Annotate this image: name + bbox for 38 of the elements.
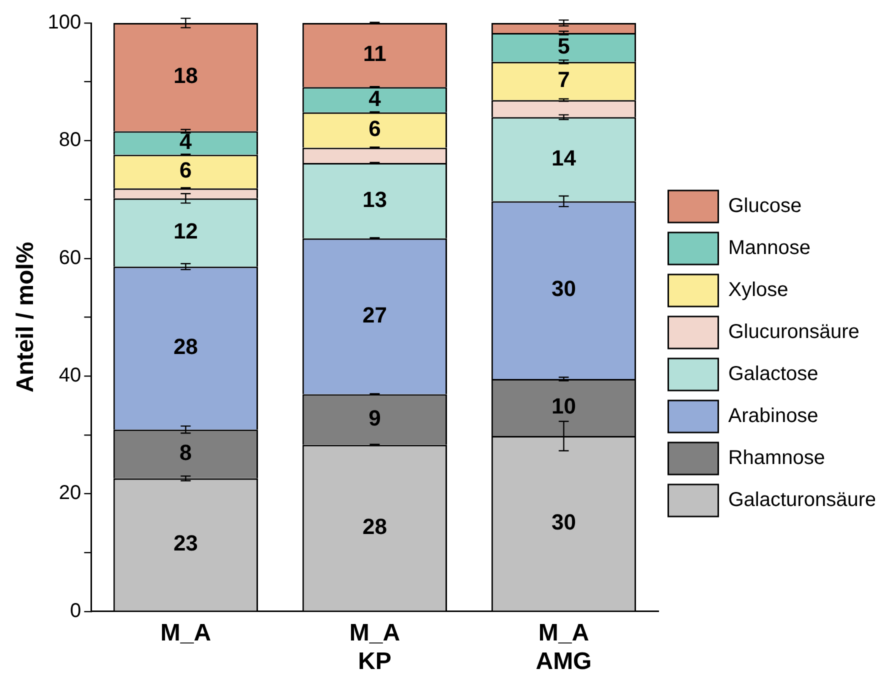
x-tick-label: M_A bbox=[160, 619, 212, 646]
data-label: 11 bbox=[363, 41, 386, 66]
legend-label: Mannose bbox=[728, 237, 811, 260]
y-tick-label: 100 bbox=[48, 12, 82, 34]
data-label: 8 bbox=[180, 440, 192, 466]
data-label: 4 bbox=[180, 129, 193, 154]
data-label: 6 bbox=[368, 116, 381, 142]
data-label: 30 bbox=[551, 509, 576, 534]
data-label: 12 bbox=[173, 218, 198, 244]
data-label: 28 bbox=[173, 334, 198, 360]
data-label: 5 bbox=[558, 33, 570, 58]
legend-label: Xylose bbox=[728, 279, 788, 302]
data-label: 27 bbox=[362, 302, 387, 328]
legend-label: Galactose bbox=[728, 363, 818, 386]
y-tick-label: 80 bbox=[58, 129, 82, 152]
legend-label: Arabinose bbox=[728, 405, 818, 428]
data-label: 23 bbox=[173, 530, 198, 556]
data-label: 18 bbox=[173, 63, 198, 88]
y-tick-label: 60 bbox=[58, 246, 82, 269]
y-tick-label: 0 bbox=[70, 600, 82, 622]
data-label: 10 bbox=[551, 394, 576, 419]
data-label: 13 bbox=[362, 186, 387, 212]
data-label: 4 bbox=[368, 86, 382, 111]
legend-label: Galacturonsäure bbox=[728, 489, 876, 512]
data-label: 9 bbox=[368, 406, 381, 431]
data-label: 14 bbox=[551, 145, 577, 170]
y-axis-title: Anteil / mol% bbox=[12, 242, 40, 393]
legend-label: Rhamnose bbox=[728, 447, 825, 470]
data-label: 30 bbox=[551, 276, 576, 302]
data-label: 6 bbox=[180, 158, 192, 183]
legend-label: Glucuronsäure bbox=[728, 321, 860, 344]
legend-label: Glucose bbox=[728, 195, 802, 218]
x-tick-label: M_A KP bbox=[349, 619, 400, 676]
x-tick-label: M_A AMG bbox=[536, 619, 592, 676]
data-label: 7 bbox=[558, 67, 570, 92]
y-tick-label: 20 bbox=[58, 482, 82, 504]
data-label: 28 bbox=[362, 514, 387, 539]
y-tick-label: 40 bbox=[58, 364, 82, 387]
